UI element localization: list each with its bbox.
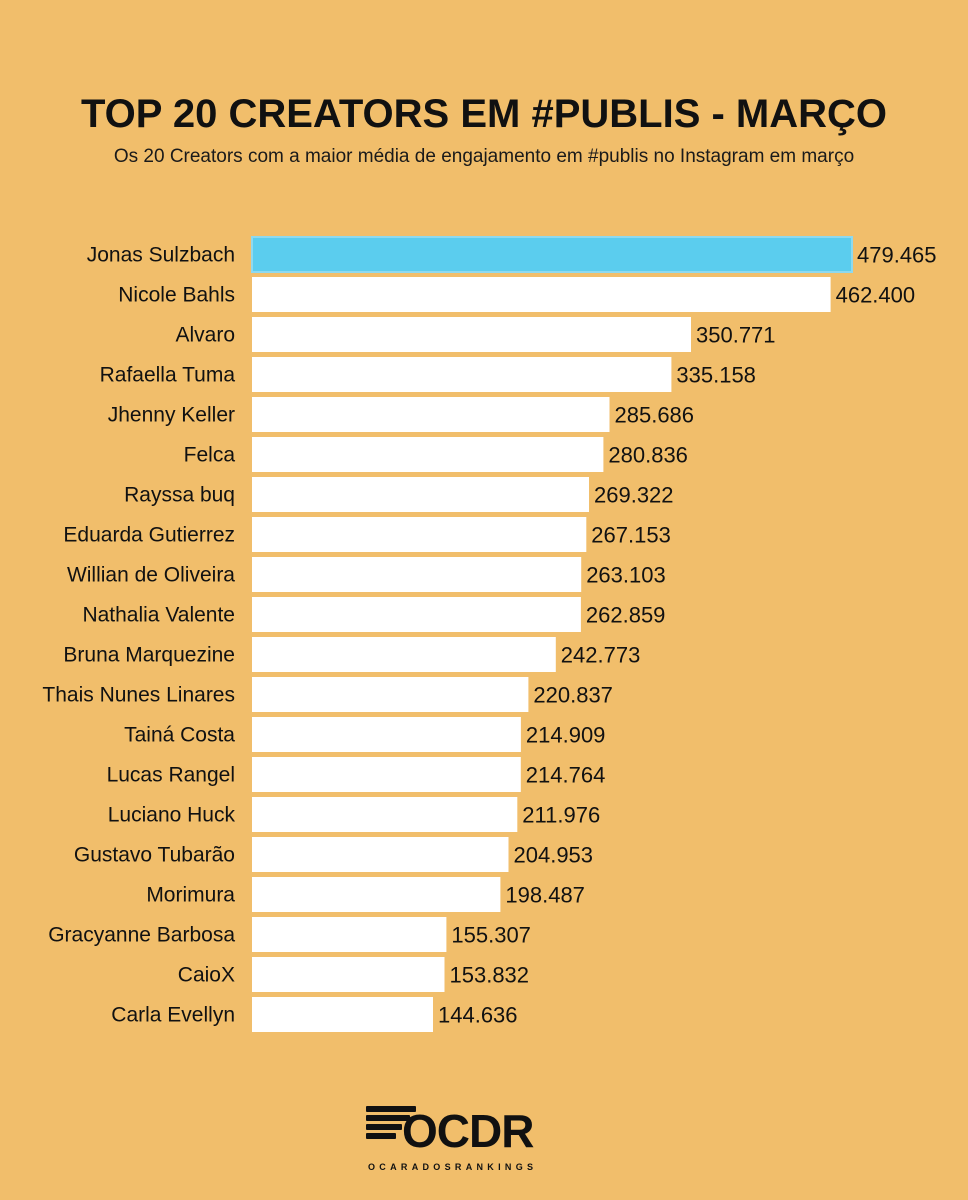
category-label: Lucas Rangel	[107, 764, 235, 787]
value-label: 479.465	[857, 243, 937, 268]
value-label: 211.976	[522, 803, 600, 828]
category-label: CaioX	[178, 964, 235, 987]
category-label: Rayssa buq	[124, 484, 235, 507]
category-label: Jhenny Keller	[108, 404, 235, 427]
bar	[252, 997, 433, 1032]
bar	[252, 317, 691, 352]
value-label: 262.859	[586, 603, 666, 628]
chart-subtitle: Os 20 Creators com a maior média de enga…	[113, 146, 855, 167]
value-label: 267.153	[591, 523, 671, 548]
bar	[252, 517, 587, 552]
bar-chart: Jonas Sulzbach 479.465 Nicole Bahls 462.400…	[42, 236, 937, 1032]
value-label: 285.686	[615, 403, 695, 428]
bar	[252, 837, 509, 872]
ocdr-logo: OCDR OCARADOSRANKINGS	[362, 1100, 602, 1180]
bar	[252, 637, 556, 672]
value-label: 242.773	[561, 643, 641, 668]
bar	[252, 797, 518, 832]
value-label: 220.837	[533, 683, 613, 708]
category-label: Jonas Sulzbach	[87, 244, 235, 267]
bar	[252, 437, 604, 472]
value-label: 263.103	[586, 563, 666, 588]
bar	[252, 397, 610, 432]
category-label: Felca	[184, 444, 236, 467]
category-label: Gracyanne Barbosa	[48, 924, 235, 947]
category-label: Eduarda Gutierrez	[63, 524, 235, 547]
bar	[252, 717, 521, 752]
bar	[252, 277, 831, 312]
category-label: Thais Nunes Linares	[42, 684, 235, 707]
bar	[252, 677, 529, 712]
value-label: 198.487	[505, 883, 585, 908]
logo-wordmark: OCDR	[402, 1105, 534, 1157]
value-label: 462.400	[836, 283, 916, 308]
value-label: 350.771	[696, 323, 776, 348]
value-label: 214.909	[526, 723, 606, 748]
category-label: Bruna Marquezine	[63, 644, 235, 667]
bar	[252, 357, 672, 392]
value-label: 155.307	[451, 923, 531, 948]
bar	[252, 477, 589, 512]
category-label: Alvaro	[175, 324, 235, 347]
category-label: Tainá Costa	[124, 724, 235, 747]
bar	[252, 557, 582, 592]
logo-speed-lines-icon	[366, 1106, 416, 1146]
value-label: 269.322	[594, 483, 674, 508]
bar	[252, 757, 521, 792]
value-label: 204.953	[514, 843, 594, 868]
category-label: Nicole Bahls	[118, 284, 235, 307]
value-label: 280.836	[608, 443, 688, 468]
bar	[252, 877, 501, 912]
category-label: Gustavo Tubarão	[74, 844, 235, 867]
bar	[252, 957, 445, 992]
category-label: Morimura	[146, 884, 235, 907]
chart-title: TOP 20 CREATORS EM #PUBLIS - MARÇO	[80, 92, 888, 136]
category-label: Rafaella Tuma	[100, 364, 236, 387]
category-label: Nathalia Valente	[82, 604, 235, 627]
logo-tagline: OCARADOSRANKINGS	[368, 1162, 538, 1172]
value-label: 214.764	[526, 763, 606, 788]
bar	[251, 236, 853, 273]
category-label: Willian de Oliveira	[67, 564, 235, 587]
value-label: 144.636	[438, 1003, 518, 1028]
bar	[252, 597, 581, 632]
value-label: 335.158	[676, 363, 756, 388]
category-label: Carla Evellyn	[111, 1004, 235, 1027]
value-label: 153.832	[450, 963, 530, 988]
category-label: Luciano Huck	[108, 804, 236, 827]
bar	[252, 917, 447, 952]
